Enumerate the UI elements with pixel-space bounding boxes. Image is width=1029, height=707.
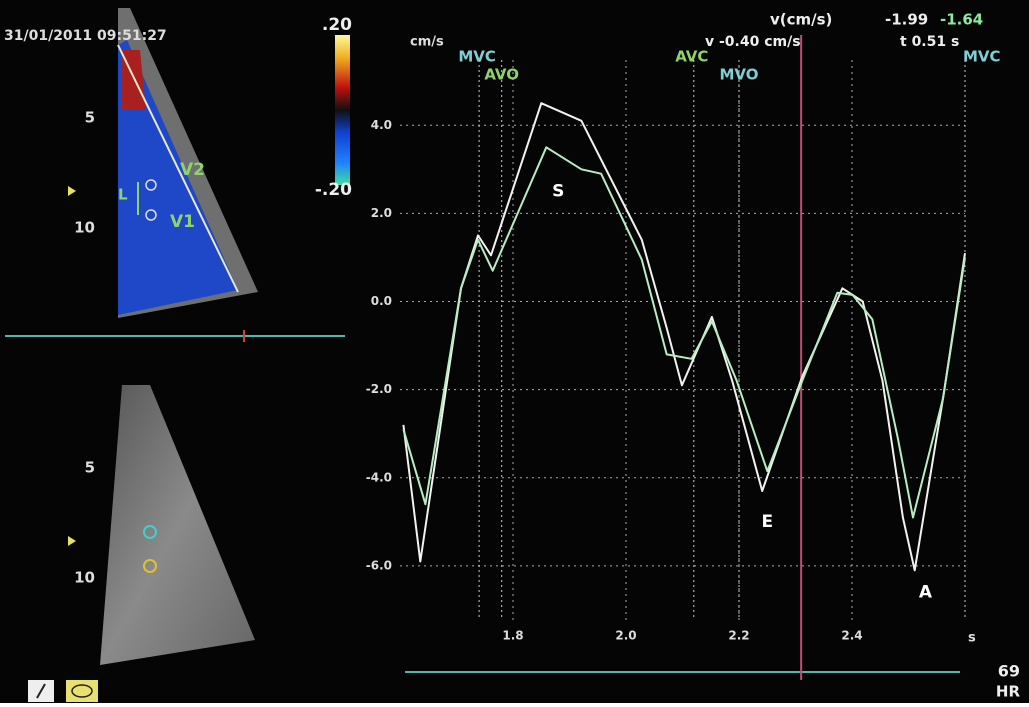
x-tick-label: 2.4 (841, 629, 862, 643)
ellipse-tool[interactable] (66, 680, 98, 702)
ultrasound-screen: .20 -.20 31/01/2011 09:51:27 5 10 V2 V1 … (0, 0, 1029, 703)
readout-cursor-v: v -0.40 cm/s (705, 34, 801, 50)
depth-label: 10 (74, 219, 95, 237)
event-label: MVC (458, 48, 496, 66)
event-label: AVC (675, 48, 708, 66)
event-label: MVO (719, 66, 758, 84)
x-tick-label: 2.0 (615, 629, 636, 643)
heart-rate-label: HR (996, 683, 1021, 701)
event-label: AVO (484, 66, 519, 84)
y-tick-label: -2.0 (366, 382, 392, 396)
wave-label: E (761, 512, 773, 532)
depth-label: 10 (74, 569, 95, 587)
x-tick-label: 1.8 (502, 629, 523, 643)
timestamp: 31/01/2011 09:51:27 (4, 28, 167, 44)
wave-label: A (919, 582, 933, 602)
marker-label: V2 (180, 160, 205, 180)
readout-cursor-t: t 0.51 s (900, 34, 959, 50)
color-bar (335, 35, 350, 185)
readout-v1: -1.99 (885, 11, 928, 29)
y-tick-label: 2.0 (371, 206, 392, 220)
event-label: MVC (963, 48, 1001, 66)
y-tick-label: -6.0 (366, 558, 392, 572)
wave-label: S (552, 181, 564, 201)
color-scale-bottom: -.20 (315, 180, 352, 200)
y-tick-label: 4.0 (371, 118, 392, 132)
readout-v2: -1.64 (940, 11, 983, 29)
y-tick-label: -4.0 (366, 470, 392, 484)
readout-header: v(cm/s) (770, 11, 832, 29)
color-scale-top: .20 (322, 15, 352, 35)
x-unit: s (968, 631, 976, 646)
heart-rate: 69 (998, 662, 1020, 681)
y-unit: cm/s (410, 35, 444, 50)
depth-label: 5 (85, 459, 95, 477)
depth-label: 5 (85, 109, 95, 127)
y-tick-label: 0.0 (371, 294, 392, 308)
x-tick-label: 2.2 (728, 629, 749, 643)
marker-label: L (118, 186, 128, 204)
marker-label: V1 (170, 212, 195, 232)
